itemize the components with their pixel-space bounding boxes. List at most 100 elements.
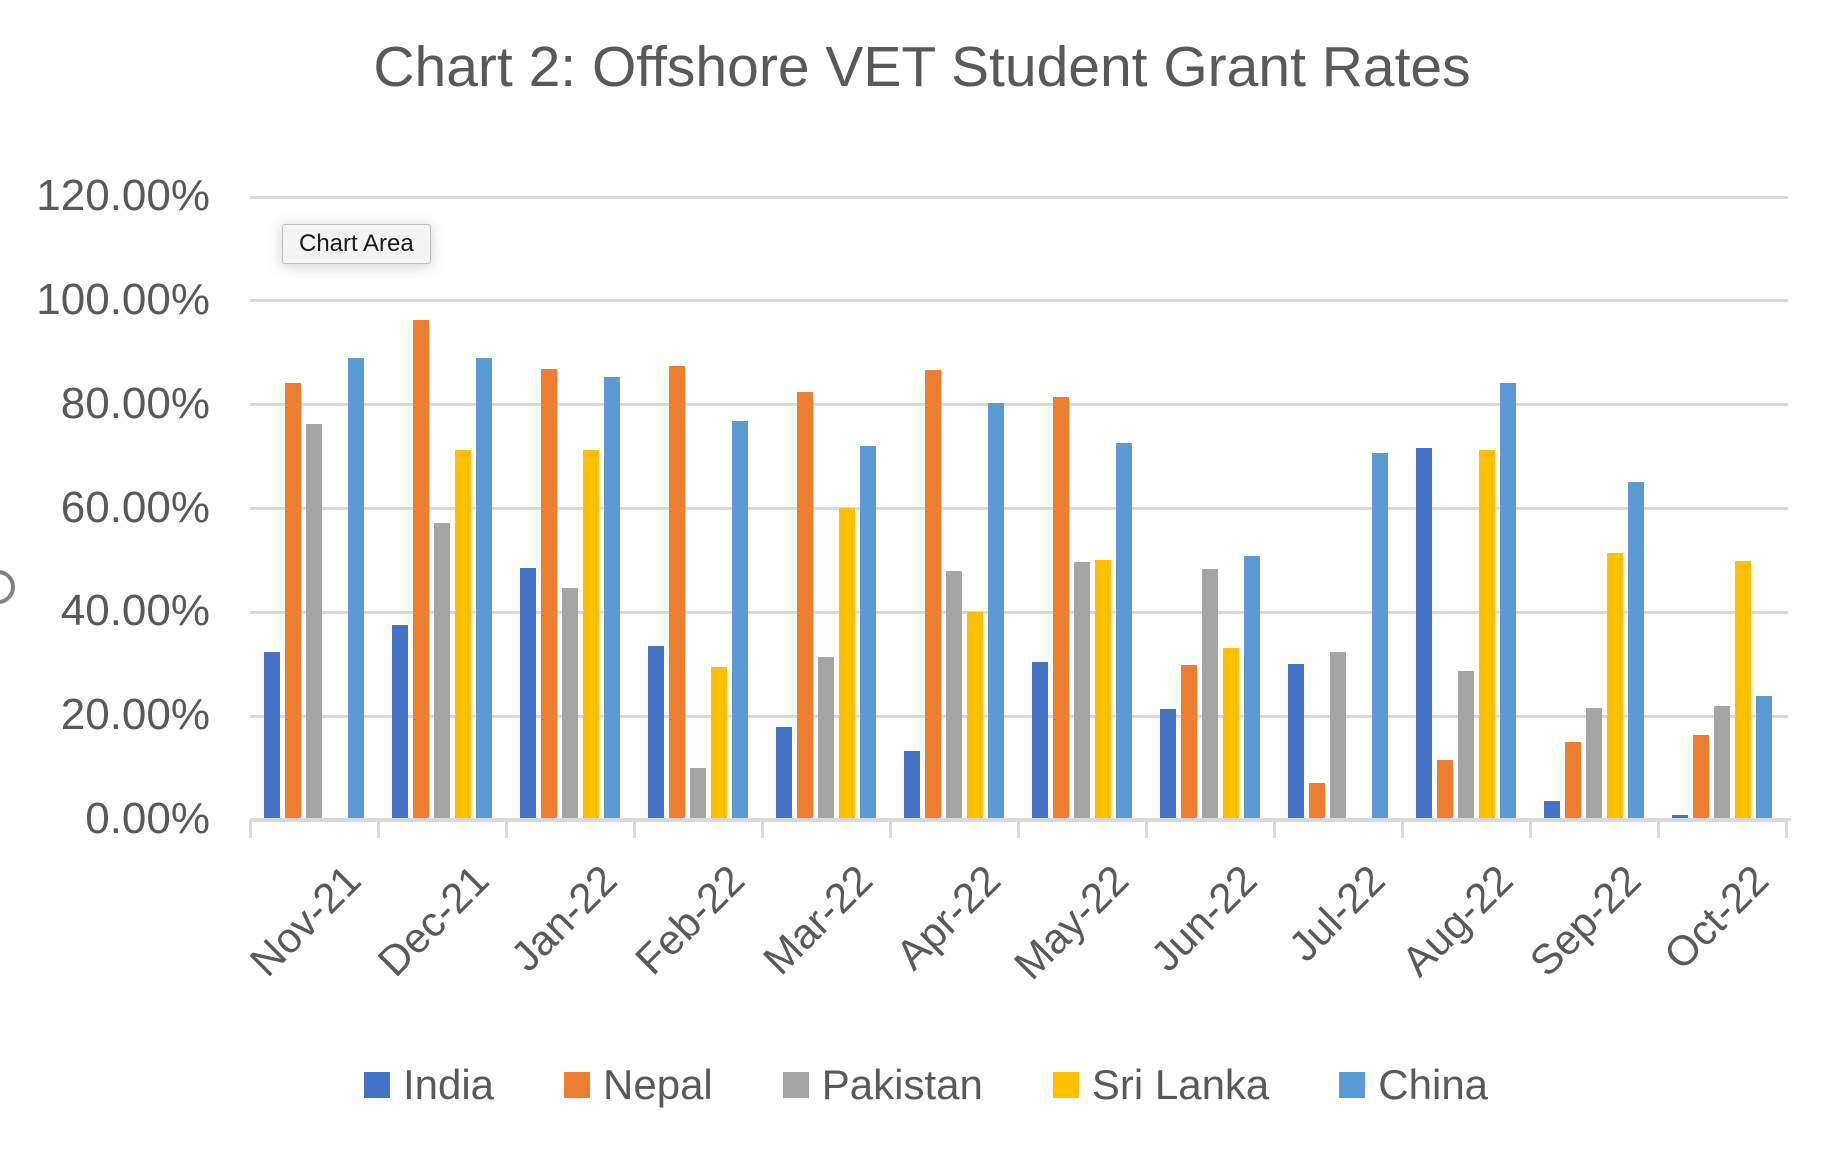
bar-india-Feb-22[interactable]	[648, 646, 664, 820]
x-axis-tick	[249, 820, 252, 838]
bar-india-Jan-22[interactable]	[520, 568, 536, 820]
x-axis-label-Feb-22: Feb-22	[625, 856, 754, 984]
bar-india-Jun-22[interactable]	[1160, 709, 1176, 820]
x-axis-label-Aug-22: Aug-22	[1392, 856, 1522, 986]
bar-nepal-Oct-22[interactable]	[1693, 735, 1709, 820]
bar-group-Mar-22	[762, 197, 890, 820]
bar-nepal-Feb-22[interactable]	[669, 366, 685, 820]
bar-pakistan-Oct-22[interactable]	[1714, 706, 1730, 820]
bar-sri-lanka-Apr-22[interactable]	[967, 612, 983, 820]
x-axis-tick	[505, 820, 508, 838]
bar-group-Sep-22	[1530, 197, 1658, 820]
x-axis-tick	[1273, 820, 1276, 838]
bar-pakistan-Jun-22[interactable]	[1202, 569, 1218, 820]
bar-pakistan-Dec-21[interactable]	[434, 523, 450, 820]
bar-india-Jul-22[interactable]	[1288, 664, 1304, 820]
bar-sri-lanka-Aug-22[interactable]	[1479, 450, 1495, 820]
bar-group-Apr-22	[890, 197, 1018, 820]
bar-china-Sep-22[interactable]	[1628, 482, 1644, 820]
bar-india-Oct-22[interactable]	[1672, 815, 1688, 820]
bar-china-Mar-22[interactable]	[860, 446, 876, 820]
bar-nepal-Mar-22[interactable]	[797, 392, 813, 820]
bar-china-May-22[interactable]	[1116, 443, 1132, 820]
chart-area-tooltip: Chart Area	[282, 224, 431, 264]
bar-china-Apr-22[interactable]	[988, 403, 1004, 820]
x-axis-label-Nov-21: Nov-21	[240, 856, 370, 985]
bar-india-Dec-21[interactable]	[392, 625, 408, 820]
x-axis-tick	[761, 820, 764, 838]
x-axis-label-May-22: May-22	[1004, 856, 1138, 989]
bar-india-Nov-21[interactable]	[264, 652, 280, 820]
bar-sri-lanka-Jan-22[interactable]	[583, 450, 599, 820]
legend-swatch-icon	[564, 1072, 591, 1098]
legend-item-india[interactable]: India	[363, 1062, 494, 1108]
bar-group-Dec-21	[378, 197, 506, 820]
chart-title: Chart 2: Offshore VET Student Grant Rate…	[373, 35, 1471, 99]
legend-label: Sri Lanka	[1091, 1061, 1270, 1108]
x-axis-label-Oct-22: Oct-22	[1654, 856, 1778, 979]
legend-swatch-icon	[363, 1072, 390, 1098]
x-axis-tick	[1785, 820, 1788, 838]
bar-pakistan-Jan-22[interactable]	[562, 588, 578, 820]
bar-sri-lanka-Sep-22[interactable]	[1607, 553, 1623, 820]
bar-pakistan-Aug-22[interactable]	[1458, 671, 1474, 820]
bar-china-Oct-22[interactable]	[1756, 696, 1772, 820]
legend-swatch-icon	[1339, 1072, 1366, 1098]
bar-china-Jan-22[interactable]	[604, 377, 620, 820]
bar-nepal-Aug-22[interactable]	[1437, 760, 1453, 820]
bar-india-Aug-22[interactable]	[1416, 448, 1432, 820]
bar-pakistan-Nov-21[interactable]	[306, 424, 322, 820]
x-axis-label-Mar-22: Mar-22	[753, 856, 882, 984]
bar-nepal-Sep-22[interactable]	[1565, 742, 1581, 820]
bar-nepal-Jul-22[interactable]	[1309, 783, 1325, 820]
gridline-80.00%	[250, 403, 1788, 407]
legend-item-nepal[interactable]: Nepal	[564, 1062, 713, 1108]
bar-pakistan-Sep-22[interactable]	[1586, 708, 1602, 820]
bar-india-Sep-22[interactable]	[1544, 801, 1560, 820]
bar-sri-lanka-Oct-22[interactable]	[1735, 561, 1751, 820]
y-axis-label-80.00%: 80.00%	[60, 378, 210, 428]
gridline-100.00%	[250, 299, 1788, 303]
y-axis-label-60.00%: 60.00%	[60, 482, 210, 532]
legend-label: Nepal	[603, 1061, 713, 1108]
legend-item-china[interactable]: China	[1339, 1062, 1488, 1108]
bar-india-Apr-22[interactable]	[904, 751, 920, 820]
bar-china-Nov-21[interactable]	[348, 358, 364, 820]
bar-nepal-May-22[interactable]	[1053, 397, 1069, 820]
bar-china-Feb-22[interactable]	[732, 421, 748, 820]
bar-pakistan-Apr-22[interactable]	[946, 571, 962, 820]
y-axis-label-20.00%: 20.00%	[60, 690, 210, 740]
legend-item-pakistan[interactable]: Pakistan	[782, 1062, 983, 1108]
chart-legend: India Nepal Pakistan Sri Lanka China	[0, 1062, 1832, 1108]
x-axis-tick	[1401, 820, 1404, 838]
bar-pakistan-May-22[interactable]	[1074, 562, 1090, 820]
bar-nepal-Apr-22[interactable]	[925, 370, 941, 820]
bar-nepal-Nov-21[interactable]	[285, 383, 301, 820]
legend-item-sri-lanka[interactable]: Sri Lanka	[1052, 1061, 1270, 1108]
bar-sri-lanka-Dec-21[interactable]	[455, 450, 471, 820]
gridline-40.00%	[250, 610, 1788, 614]
bar-china-Jul-22[interactable]	[1372, 453, 1388, 820]
bar-china-Aug-22[interactable]	[1500, 383, 1516, 820]
x-axis-tick	[1529, 820, 1532, 838]
x-axis-label-Jun-22: Jun-22	[1141, 856, 1266, 981]
bar-india-Mar-22[interactable]	[776, 727, 792, 820]
bar-nepal-Dec-21[interactable]	[413, 320, 429, 820]
bar-pakistan-Feb-22[interactable]	[690, 768, 706, 820]
bar-sri-lanka-Mar-22[interactable]	[839, 508, 855, 820]
bar-sri-lanka-May-22[interactable]	[1095, 560, 1111, 820]
bar-china-Jun-22[interactable]	[1244, 556, 1260, 820]
x-axis-label-Jan-22: Jan-22	[501, 856, 626, 981]
bar-pakistan-Jul-22[interactable]	[1330, 652, 1346, 820]
bar-sri-lanka-Jun-22[interactable]	[1223, 648, 1239, 820]
y-axis-label-100.00%: 100.00%	[36, 274, 210, 324]
x-axis-label-Apr-22: Apr-22	[886, 856, 1010, 979]
bar-pakistan-Mar-22[interactable]	[818, 657, 834, 820]
bar-sri-lanka-Feb-22[interactable]	[711, 667, 727, 820]
bar-nepal-Jan-22[interactable]	[541, 369, 557, 820]
bar-china-Dec-21[interactable]	[476, 358, 492, 820]
bar-nepal-Jun-22[interactable]	[1181, 665, 1197, 820]
bar-india-May-22[interactable]	[1032, 662, 1048, 820]
